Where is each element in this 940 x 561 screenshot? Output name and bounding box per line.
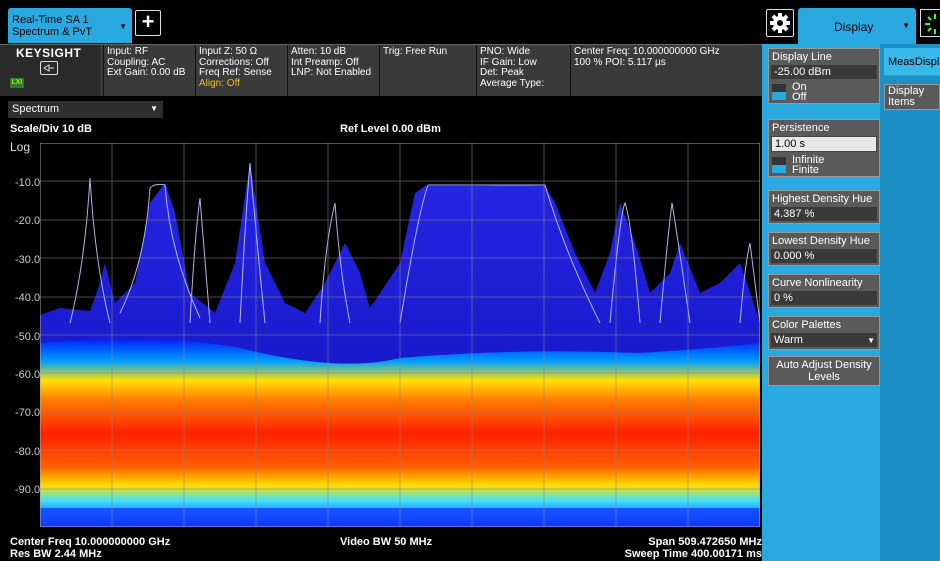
input-value: Input: RF: [107, 46, 149, 57]
menu-tab-strip: [880, 44, 940, 561]
trigger-settings[interactable]: Trig: Free Run: [379, 45, 476, 97]
persistence-control[interactable]: Persistence 1.00 s Infinite Finite: [768, 119, 880, 177]
input-settings[interactable]: Input: RF Coupling: AC Ext Gain: 0.00 dB: [103, 45, 195, 97]
lowest-hue-title: Lowest Density Hue: [772, 235, 870, 247]
if-gain-value: IF Gain: Low: [480, 56, 537, 68]
persistence-title: Persistence: [772, 122, 830, 134]
menu-tab-display[interactable]: Display ▼: [798, 8, 916, 44]
align-warning: Align: Off: [199, 77, 240, 89]
display-dropdown-icon[interactable]: ▼: [902, 21, 910, 30]
settings-button[interactable]: [766, 9, 794, 37]
input-z-settings[interactable]: Input Z: 50 Ω Corrections: Off Freq Ref:…: [195, 45, 287, 97]
center-frequency-footer: Center Freq 10.000000000 GHz Res BW 2.44…: [10, 536, 170, 560]
view-select-value: Spectrum: [12, 103, 60, 115]
add-screen-button[interactable]: +: [135, 10, 161, 36]
top-bar: Real-Time SA 1 Spectrum & PvT ▼ + Displa…: [0, 0, 940, 44]
ext-gain-value: Ext Gain: 0.00 dB: [107, 67, 186, 78]
preamp-value: Int Preamp: Off: [291, 56, 359, 68]
center-freq-label: Center Freq 10.000000000 GHz: [10, 536, 171, 548]
measurement-tab-realtime-sa[interactable]: Real-Time SA 1 Spectrum & PvT ▼: [8, 8, 132, 43]
display-line-title: Display Line: [772, 51, 832, 63]
toggle-off-label: Off: [792, 91, 807, 103]
brand-block: KEYSIGHT LXI: [0, 45, 100, 97]
color-palettes-select[interactable]: Color Palettes Warm ▼: [768, 316, 880, 350]
scale-per-div: Scale/Div 10 dB: [10, 123, 92, 135]
log-scale-label: Log: [10, 140, 31, 154]
span-footer: Span 509.472650 MHz Sweep Time 400.00171…: [625, 536, 762, 560]
y-tick-label: -80.0: [15, 446, 41, 458]
keysight-logo: KEYSIGHT: [16, 46, 82, 60]
center-freq-value: Center Freq: 10.000000000 GHz: [574, 46, 720, 57]
view-select[interactable]: Spectrum ▼: [8, 101, 163, 118]
toggle-on-label: On: [792, 81, 807, 93]
tab-dropdown-icon[interactable]: ▼: [119, 22, 127, 31]
input-z-value: Input Z: 50 Ω: [199, 46, 258, 57]
attenuation-settings[interactable]: Atten: 10 dB Int Preamp: Off LNP: Not En…: [287, 45, 379, 97]
trigger-value: Trig: Free Run: [383, 46, 448, 57]
tab-title-line1: Real-Time SA 1: [12, 14, 89, 26]
corrections-value: Corrections: Off: [199, 56, 269, 68]
settings-summary-bar: KEYSIGHT LXI Input: RF Coupling: AC Ext …: [0, 44, 762, 97]
highest-hue-title: Highest Density Hue: [772, 193, 873, 205]
poi-value: 100 % POI: 5.117 µs: [574, 56, 666, 68]
persistence-input[interactable]: 1.00 s: [771, 136, 877, 152]
curve-title: Curve Nonlinearity: [772, 277, 863, 289]
gear-icon: [770, 13, 790, 33]
detector-value: Det: Peak: [480, 67, 524, 78]
display-tab-label: Display: [834, 20, 874, 34]
display-line-value[interactable]: -25.00 dBm: [771, 65, 877, 79]
auto-adjust-density-button[interactable]: Auto Adjust Density Levels: [768, 356, 880, 386]
coupling-value: Coupling: AC: [107, 56, 166, 68]
frequency-settings[interactable]: Center Freq: 10.000000000 GHz 100 % POI:…: [570, 45, 762, 97]
curve-value[interactable]: 0 %: [771, 291, 877, 305]
y-tick-label: -60.0: [15, 369, 41, 381]
span-label: Span 509.472650 MHz: [648, 536, 762, 548]
toggle-infinite-label: Infinite: [792, 154, 825, 166]
lowest-hue-value[interactable]: 0.000 %: [771, 249, 877, 263]
remote-control-icon[interactable]: [40, 61, 58, 75]
lowest-density-hue-control[interactable]: Lowest Density Hue 0.000 %: [768, 232, 880, 266]
lxi-icon: LXI: [10, 78, 24, 88]
y-tick-label: -70.0: [15, 407, 41, 419]
lnp-value: LNP: Not Enabled: [291, 67, 372, 78]
chevron-down-icon: ▼: [150, 104, 158, 113]
y-tick-label: -90.0: [15, 484, 41, 496]
y-tick-label: -30.0: [15, 254, 41, 266]
res-bw-label: Res BW 2.44 MHz: [10, 548, 102, 560]
toggle-switch-icon: [772, 157, 786, 173]
curve-nonlinearity-control[interactable]: Curve Nonlinearity 0 %: [768, 274, 880, 308]
average-type-value: Average Type:: [480, 77, 545, 89]
tab-title-line2: Spectrum & PvT: [12, 26, 93, 38]
persistence-toggle[interactable]: Infinite Finite: [769, 154, 879, 176]
bandwidth-settings[interactable]: PNO: Wide IF Gain: Low Det: Peak Average…: [476, 45, 570, 97]
y-tick-label: -20.0: [15, 215, 41, 227]
tab-meas-display[interactable]: MeasDisplay: [884, 48, 940, 76]
display-line-toggle[interactable]: On Off: [769, 81, 879, 103]
highest-hue-value[interactable]: 4.387 %: [771, 207, 877, 221]
chevron-down-icon: ▼: [867, 336, 875, 345]
y-tick-label: -10.0: [15, 177, 41, 189]
display-menu-panel: Display Line -25.00 dBm On Off Persisten…: [762, 44, 940, 561]
video-bw-label: Video BW 50 MHz: [340, 536, 433, 548]
toggle-switch-icon: [772, 84, 786, 100]
highest-density-hue-control[interactable]: Highest Density Hue 4.387 %: [768, 190, 880, 224]
y-tick-label: -40.0: [15, 292, 41, 304]
toggle-finite-label: Finite: [792, 164, 819, 176]
y-tick-label: -50.0: [15, 331, 41, 343]
pno-value: PNO: Wide: [480, 46, 531, 57]
atten-value: Atten: 10 dB: [291, 46, 347, 57]
freq-ref-value: Freq Ref: Sense: [199, 67, 272, 78]
palettes-value[interactable]: Warm: [771, 333, 877, 347]
spectrum-window[interactable]: Spectrum ▼ Scale/Div 10 dB Ref Level 0.0…: [0, 96, 762, 561]
ref-level: Ref Level 0.00 dBm: [340, 123, 441, 135]
sweep-time-label: Sweep Time 400.00171 ms: [624, 548, 762, 560]
palettes-title: Color Palettes: [772, 319, 842, 331]
display-line-control[interactable]: Display Line -25.00 dBm On Off: [768, 48, 880, 104]
tab-display-items[interactable]: Display Items: [884, 84, 940, 110]
density-spectrum-plot[interactable]: [40, 143, 760, 527]
activity-status-icon[interactable]: [920, 9, 940, 37]
